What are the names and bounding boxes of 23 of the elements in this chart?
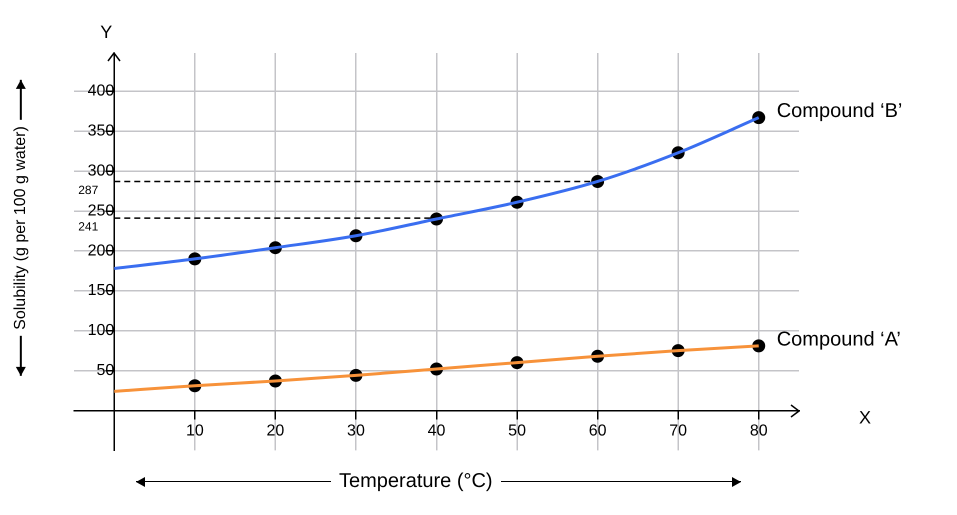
y-tick-label: 100: [88, 322, 114, 340]
x-tick-label: 10: [186, 422, 204, 440]
ref-line-label: 287: [78, 182, 99, 197]
text: Y: [100, 22, 112, 42]
y-tick-label: 250: [88, 202, 114, 220]
ref-line-label: 241: [78, 219, 99, 234]
y-tick-label: 200: [88, 242, 114, 260]
x-tick-label: 30: [347, 422, 365, 440]
y-axis-title: Solubility (g per 100 g water): [12, 126, 30, 330]
y-tick-label: 350: [88, 122, 114, 140]
y-tick-label: 300: [88, 162, 114, 180]
y-tick-label: 400: [88, 82, 114, 100]
x-tick-label: 70: [669, 422, 688, 440]
x-tick-label: 20: [266, 422, 284, 440]
x-tick-label: 50: [508, 422, 526, 440]
x-tick-label: 60: [588, 422, 607, 440]
x-tick-label: 40: [428, 422, 446, 440]
x-axis-title: Temperature (°C): [339, 470, 493, 493]
y-tick-label: 150: [88, 282, 114, 300]
text: X: [859, 407, 872, 428]
x-tick-label: 80: [750, 422, 768, 440]
series-label: Compound ‘A’: [776, 328, 901, 350]
series-label: Compound ‘B’: [776, 100, 902, 122]
